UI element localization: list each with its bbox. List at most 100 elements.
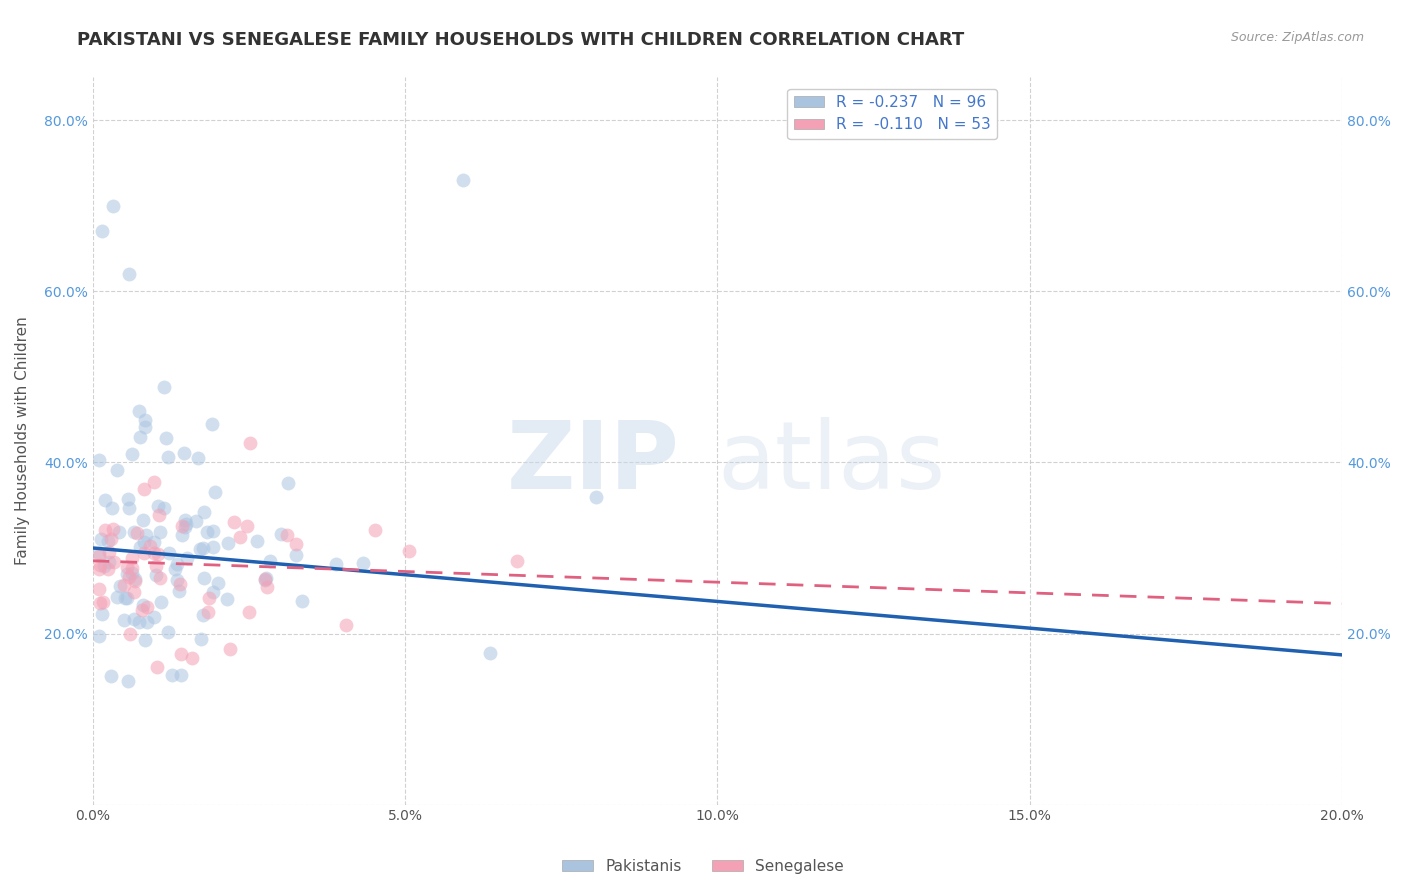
Point xyxy=(174,513,197,527)
Point xyxy=(115,591,138,606)
Point xyxy=(122,612,145,626)
Point xyxy=(170,528,193,542)
Legend: Pakistanis, Senegalese: Pakistanis, Senegalese xyxy=(557,853,849,880)
Point xyxy=(291,594,314,608)
Point xyxy=(112,578,135,592)
Point xyxy=(108,579,131,593)
Point xyxy=(157,546,180,560)
Point xyxy=(259,554,281,568)
Point xyxy=(170,668,193,682)
Point xyxy=(143,475,166,489)
Point xyxy=(256,580,278,594)
Point xyxy=(148,508,170,523)
Point xyxy=(167,583,190,598)
Point xyxy=(202,585,225,599)
Point xyxy=(101,199,124,213)
Point xyxy=(170,519,193,533)
Point xyxy=(217,536,239,550)
Point xyxy=(277,476,299,491)
Point xyxy=(145,559,167,574)
Point xyxy=(398,544,420,558)
Point xyxy=(87,453,110,467)
Point xyxy=(134,633,156,648)
Point xyxy=(270,526,292,541)
Point xyxy=(146,499,169,513)
Point xyxy=(195,524,218,539)
Point xyxy=(134,534,156,549)
Point xyxy=(193,571,215,585)
Point xyxy=(191,608,214,623)
Point xyxy=(124,574,146,588)
Point xyxy=(254,574,277,588)
Point xyxy=(152,501,174,516)
Y-axis label: Family Households with Children: Family Households with Children xyxy=(15,317,30,566)
Point xyxy=(128,615,150,630)
Point xyxy=(197,605,219,619)
Point xyxy=(202,540,225,554)
Point xyxy=(352,557,374,571)
Point xyxy=(129,430,152,444)
Point xyxy=(103,523,125,537)
Point xyxy=(97,555,120,569)
Text: Source: ZipAtlas.com: Source: ZipAtlas.com xyxy=(1230,31,1364,45)
Point xyxy=(105,463,128,477)
Point xyxy=(129,541,152,555)
Point xyxy=(117,501,139,516)
Point xyxy=(97,562,120,576)
Point xyxy=(132,598,155,612)
Point xyxy=(87,582,110,596)
Point xyxy=(193,505,215,519)
Point xyxy=(128,404,150,418)
Point xyxy=(156,625,179,640)
Point xyxy=(217,591,239,606)
Point xyxy=(132,513,155,527)
Point xyxy=(246,534,269,549)
Point xyxy=(125,525,148,540)
Point xyxy=(131,603,153,617)
Point xyxy=(187,450,209,465)
Point xyxy=(97,533,120,548)
Point xyxy=(135,527,157,541)
Point xyxy=(124,585,146,599)
Point xyxy=(236,518,259,533)
Point xyxy=(121,561,143,575)
Point xyxy=(148,547,170,561)
Point xyxy=(157,450,180,464)
Point xyxy=(134,419,156,434)
Point xyxy=(276,528,298,542)
Point xyxy=(478,646,501,660)
Point xyxy=(115,560,138,574)
Point xyxy=(94,523,117,537)
Point xyxy=(188,541,211,556)
Point xyxy=(585,490,607,504)
Point xyxy=(228,530,250,544)
Point xyxy=(91,607,114,622)
Point xyxy=(121,566,143,580)
Point xyxy=(169,577,191,591)
Point xyxy=(155,431,177,445)
Text: ZIP: ZIP xyxy=(508,417,681,508)
Point xyxy=(506,554,529,568)
Point xyxy=(146,659,169,673)
Point xyxy=(114,591,136,605)
Point xyxy=(98,545,121,559)
Point xyxy=(93,493,115,508)
Point xyxy=(121,447,143,461)
Point xyxy=(166,558,188,572)
Point xyxy=(90,224,112,238)
Point xyxy=(190,632,212,646)
Point xyxy=(112,613,135,627)
Point xyxy=(93,559,115,574)
Point xyxy=(174,516,197,531)
Point xyxy=(122,524,145,539)
Point xyxy=(87,549,110,564)
Point xyxy=(143,546,166,560)
Point xyxy=(173,445,195,459)
Point xyxy=(100,501,122,516)
Point xyxy=(364,523,387,537)
Point xyxy=(238,605,260,619)
Point xyxy=(204,485,226,500)
Point xyxy=(170,648,193,662)
Point xyxy=(239,436,262,450)
Point xyxy=(162,668,184,682)
